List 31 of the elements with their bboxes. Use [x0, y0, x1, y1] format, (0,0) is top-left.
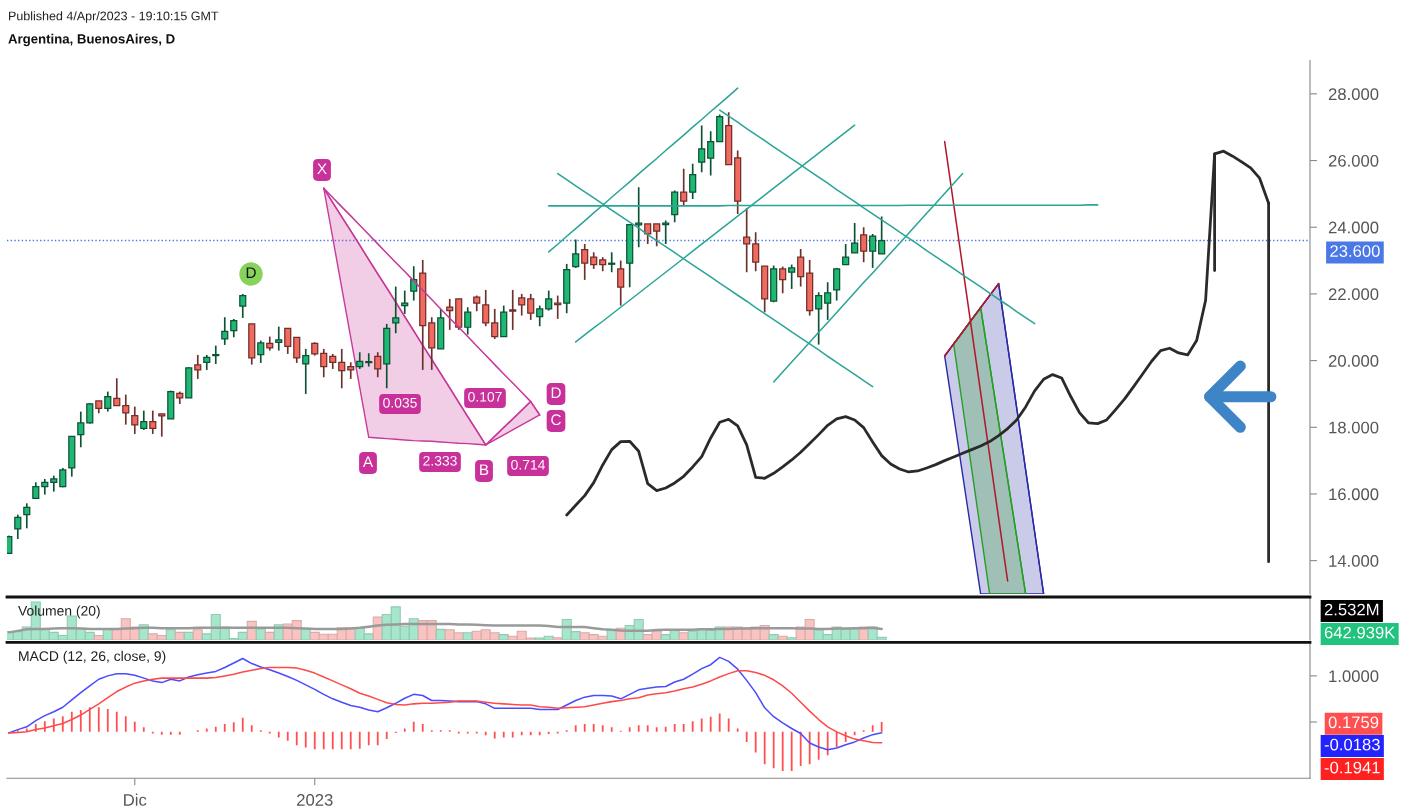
annotation: D: [246, 267, 256, 278]
text: Published 4/Apr/2023 - 19:10:15 GMT: [9, 11, 219, 23]
y-tick-label: 26.000: [1328, 154, 1379, 167]
text: MACD (12, 26, close, 9): [19, 650, 166, 664]
y-tick-label: 16.000: [1329, 488, 1379, 501]
y-tick-label: 22.000: [1328, 288, 1379, 301]
y-tick-label: 28.000: [1328, 88, 1379, 101]
y-tick-label: 24.000: [1328, 221, 1379, 234]
annotation: 2.333: [423, 455, 457, 466]
chart-title: Argentina, BuenosAires, D: [8, 33, 175, 47]
x-tick-label: 2023: [297, 794, 333, 806]
annotation: 0.107: [468, 391, 502, 402]
annotation: X: [317, 163, 327, 174]
y-tick-label: 18.000: [1329, 421, 1379, 434]
annotation: 0.714: [511, 459, 545, 470]
annotation: C: [551, 414, 561, 426]
text: 2.532M: [1324, 603, 1379, 616]
y-tick-label: 20.000: [1328, 354, 1379, 367]
chart-title: Volumen (20): [18, 605, 100, 619]
y-tick-label: 14.000: [1329, 555, 1379, 567]
x-tick-label: Dic: [124, 793, 147, 806]
y-tick-label: 1.0000: [1329, 670, 1379, 683]
annotation: 0.035: [383, 397, 417, 408]
text: 642.939K: [1324, 626, 1396, 639]
annotation: D: [551, 387, 561, 398]
text: -0.0183: [1324, 738, 1380, 751]
y-tick-label: 0.1759: [1328, 716, 1379, 729]
text: -0.1941: [1324, 761, 1380, 774]
ref-line-label: 23.600: [1330, 245, 1380, 257]
annotation: B: [480, 464, 489, 475]
annotation: A: [362, 456, 374, 467]
